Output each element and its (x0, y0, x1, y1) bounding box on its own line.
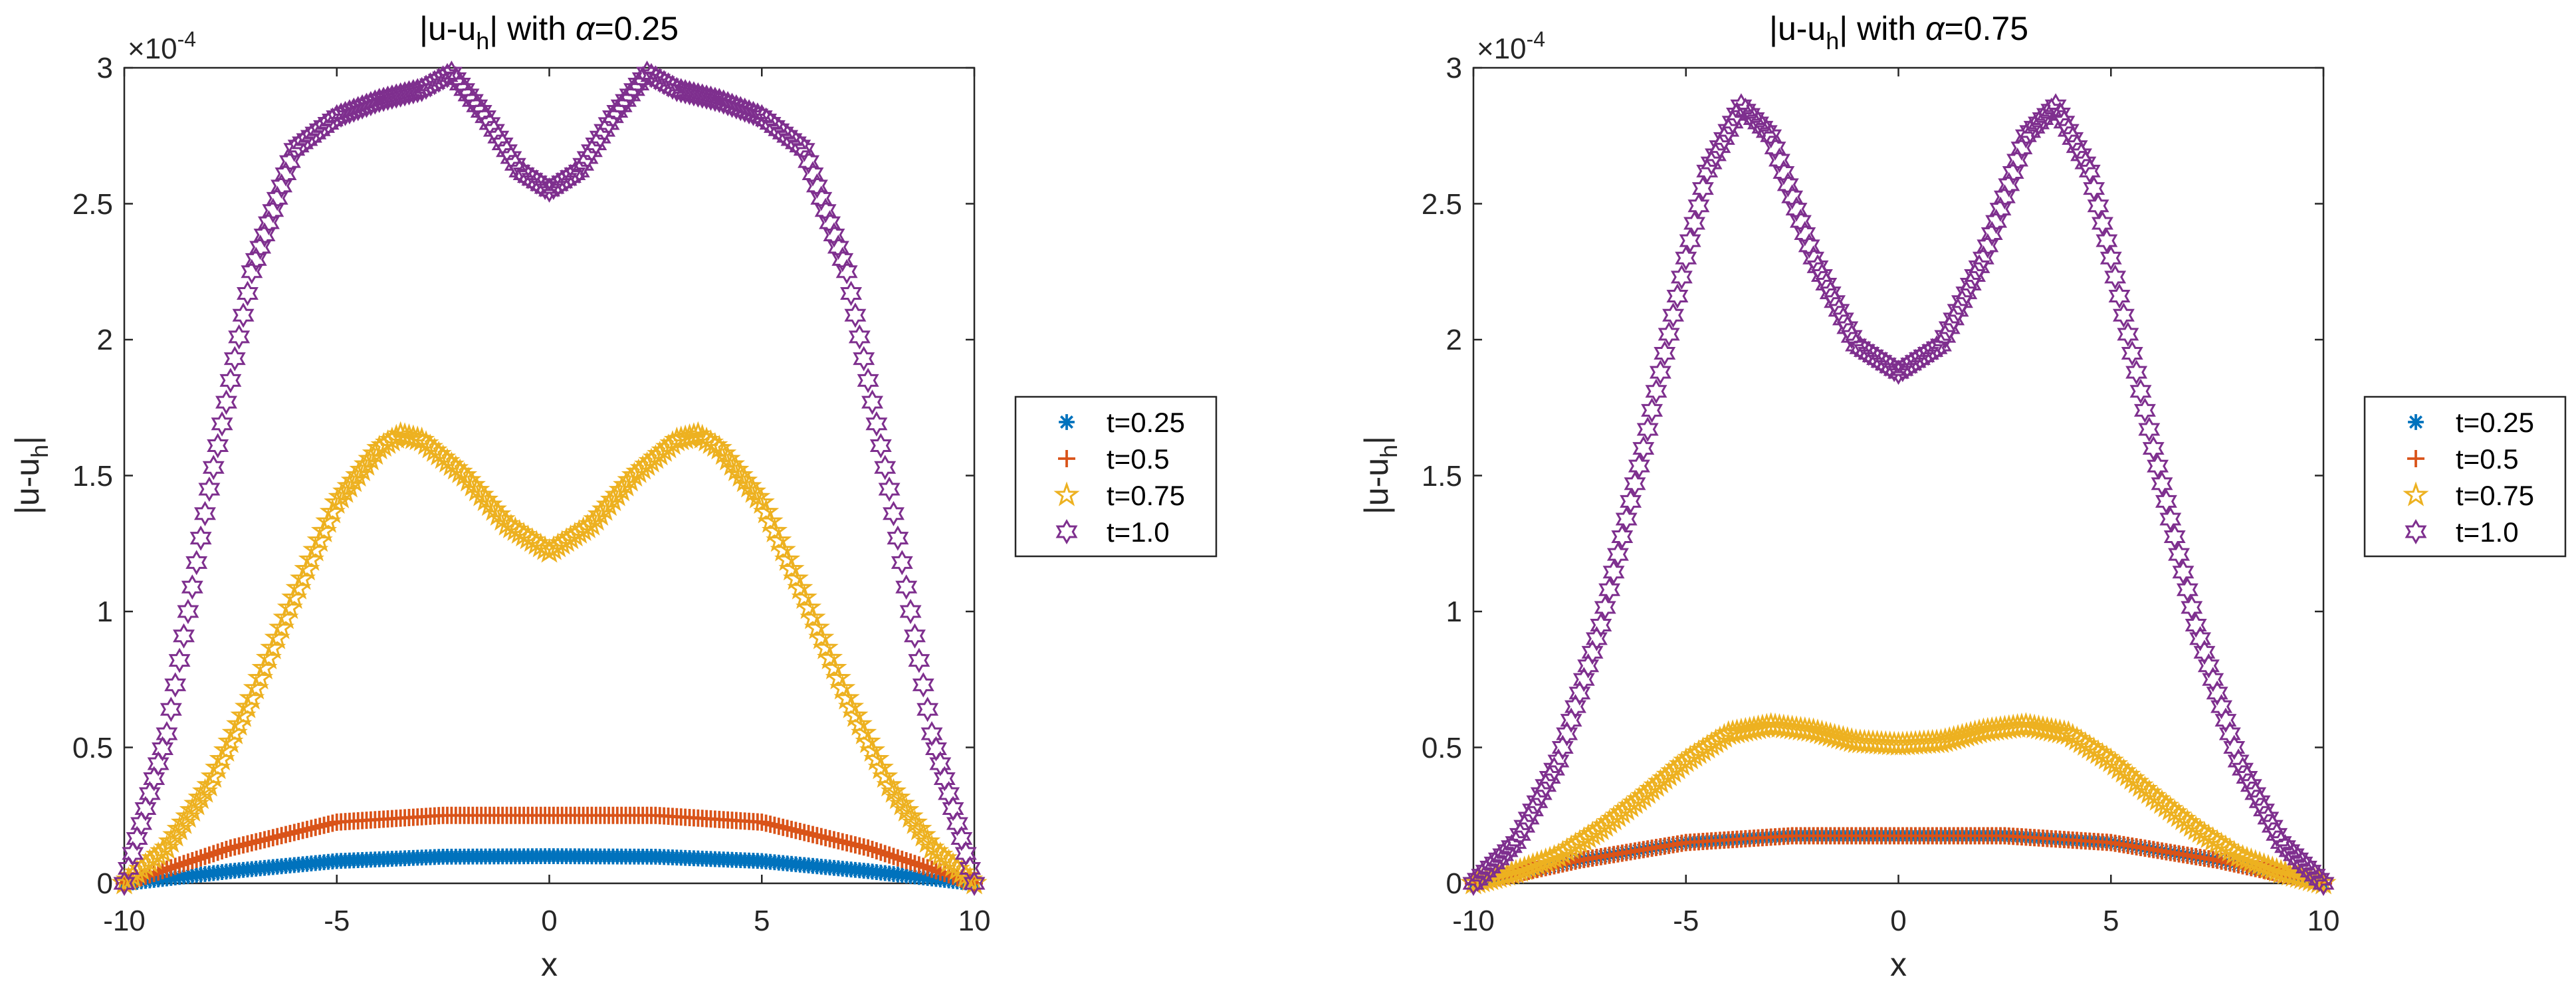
y-exponent-label: ×10-4 (1477, 27, 1545, 65)
y-tick-label: 2 (97, 324, 113, 356)
x-axis-label: x (541, 946, 558, 983)
y-tick-label: 3 (97, 52, 113, 84)
legend-label: t=1.0 (1107, 516, 1170, 548)
chart-title: |u-uh| with α=0.25 (419, 10, 679, 55)
plot-area-frame (123, 66, 976, 885)
y-tick-label: 0.5 (1422, 732, 1462, 764)
x-axis-label: x (1890, 946, 1907, 983)
y-tick-label: 2.5 (1422, 188, 1462, 221)
x-tick-label: 0 (541, 905, 557, 937)
y-tick-label: 0 (1446, 867, 1462, 900)
x-tick-labels: -10 -5 0 5 10 (103, 905, 990, 937)
legend: t=0.25 t=0.5 t=0.75 t=1.0 (1014, 395, 1218, 558)
y-tick-label: 0 (97, 867, 113, 900)
legend-label: t=0.25 (1107, 407, 1185, 438)
y-tick-labels: 0 0.5 1 1.5 2 2.5 3 (1422, 52, 1462, 900)
y-axis-label: |u-uh| (1358, 436, 1402, 514)
y-tick-label: 1.5 (1422, 460, 1462, 493)
y-tick-label: 1 (97, 596, 113, 628)
chart-panel-2: |u-uh| with α=0.75 ×10-4 0 0.5 1 1.5 2 2… (1358, 10, 2567, 983)
x-tick-label: 0 (1890, 905, 1906, 937)
legend-marker-asterisk (2407, 413, 2425, 431)
chart-title: |u-uh| with α=0.75 (1769, 10, 2028, 55)
y-tick-label: 2.5 (72, 188, 113, 221)
legend-box (2363, 395, 2567, 558)
legend-label: t=0.5 (1107, 443, 1170, 475)
x-tick-label: -5 (324, 905, 350, 937)
y-exponent-label: ×10-4 (128, 27, 196, 65)
legend-label: t=0.75 (1107, 480, 1185, 511)
legend-label: t=1.0 (2456, 516, 2519, 548)
legend-marker-asterisk (1057, 413, 1076, 431)
legend-label: t=0.5 (2456, 443, 2519, 475)
y-tick-label: 3 (1446, 52, 1462, 84)
legend: t=0.25 t=0.5 t=0.75 t=1.0 (2363, 395, 2567, 558)
x-tick-label: -10 (103, 905, 146, 937)
legend-label: t=0.75 (2456, 480, 2534, 511)
x-tick-label: 10 (2308, 905, 2340, 937)
x-tick-label: 5 (2103, 905, 2119, 937)
y-axis-label: |u-uh| (9, 436, 53, 514)
chart-panel-1: |u-uh| with α=0.25 ×10-4 0 0.5 1 1.5 2 2… (9, 10, 1218, 983)
y-tick-label: 1 (1446, 596, 1462, 628)
x-tick-label: -10 (1452, 905, 1495, 937)
y-tick-label: 2 (1446, 324, 1462, 356)
legend-box (1014, 395, 1218, 558)
x-tick-label: -5 (1673, 905, 1699, 937)
legend-label: t=0.25 (2456, 407, 2534, 438)
x-tick-label: 5 (754, 905, 770, 937)
plot-area-frame (1472, 66, 2325, 885)
y-tick-label: 0.5 (72, 732, 113, 764)
y-tick-label: 1.5 (72, 460, 113, 493)
x-tick-labels: -10 -5 0 5 10 (1452, 905, 2339, 937)
y-tick-labels: 0 0.5 1 1.5 2 2.5 3 (72, 52, 113, 900)
x-tick-label: 10 (958, 905, 991, 937)
